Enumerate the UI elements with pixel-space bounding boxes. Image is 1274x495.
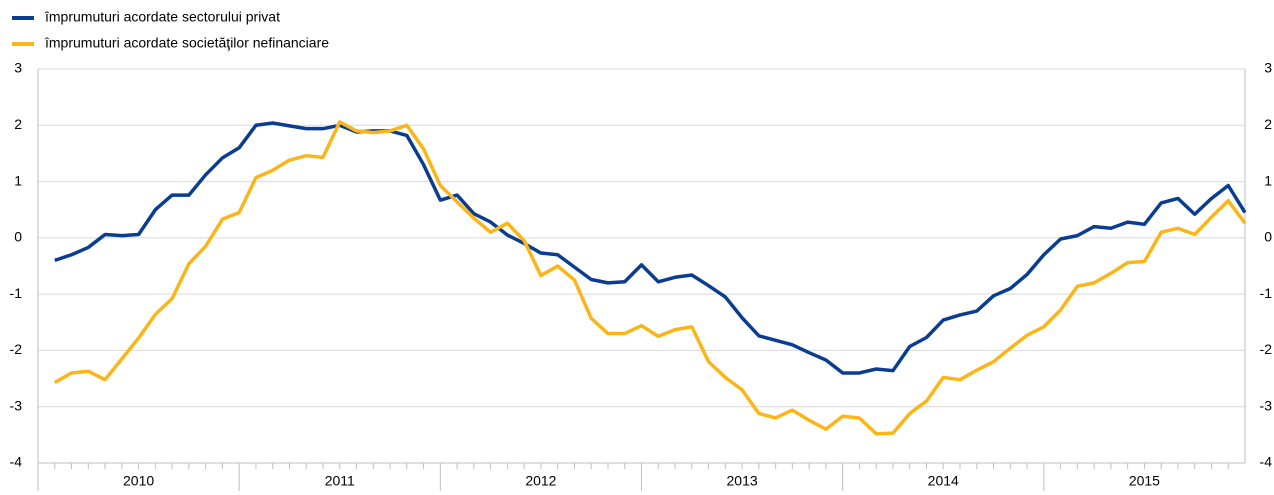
y-tick-label: -4 <box>10 454 23 470</box>
y2-tick-label: 2 <box>1264 116 1272 132</box>
x-tick-label: 2014 <box>928 473 959 489</box>
y2-tick-label: -3 <box>1260 397 1273 413</box>
x-tick-label: 2011 <box>325 473 355 489</box>
x-tick-label: 2012 <box>525 473 556 489</box>
y-tick-label: 2 <box>14 116 22 132</box>
y2-tick-label: -1 <box>1260 285 1273 301</box>
x-tick-label: 2013 <box>727 473 758 489</box>
y2-tick-label: -4 <box>1260 454 1273 470</box>
y-tick-label: 1 <box>14 172 22 188</box>
y-tick-label: -3 <box>10 397 23 413</box>
legend-label: împrumuturi acordate societăţilor nefina… <box>44 35 329 51</box>
y2-tick-label: -2 <box>1260 341 1273 357</box>
y2-tick-label: 3 <box>1264 60 1272 76</box>
y-tick-label: 3 <box>14 60 22 76</box>
y-tick-label: -1 <box>10 285 23 301</box>
y-tick-label: 0 <box>14 229 22 245</box>
y-tick-label: -2 <box>10 341 23 357</box>
series-line <box>53 120 1247 436</box>
series-line <box>54 121 1247 375</box>
y2-tick-label: 1 <box>1264 172 1272 188</box>
x-tick-label: 2015 <box>1129 473 1160 489</box>
legend-label: împrumuturi acordate sectorului privat <box>44 9 280 25</box>
x-tick-label: 2010 <box>123 473 154 489</box>
y2-tick-label: 0 <box>1264 229 1272 245</box>
